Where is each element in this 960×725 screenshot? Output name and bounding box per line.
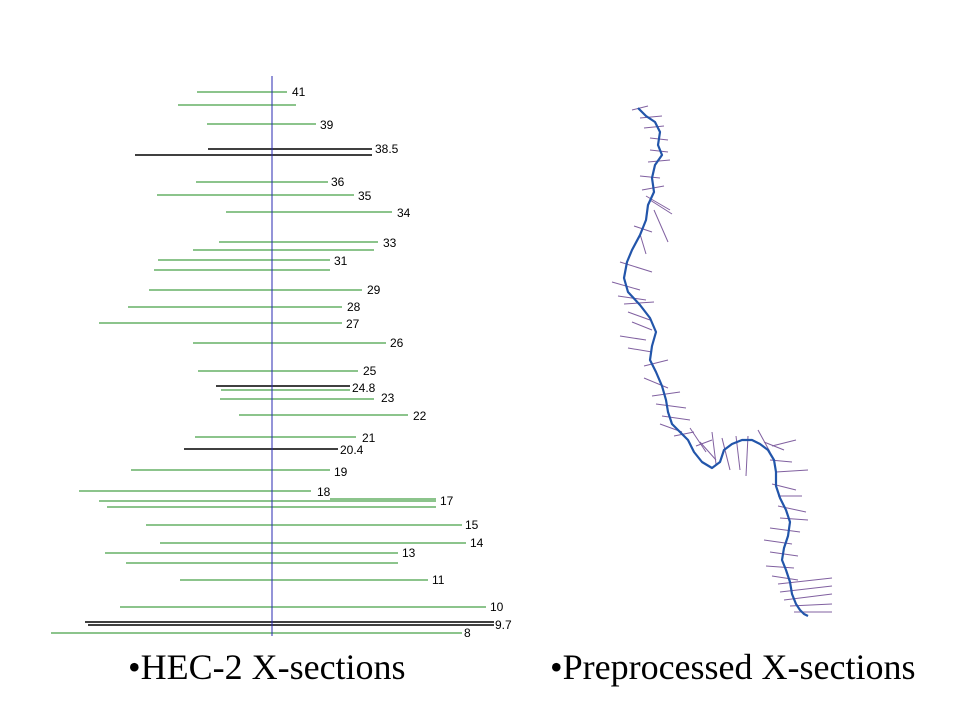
hec2-section-label: 24.8 <box>352 381 376 395</box>
hec2-section-label: 26 <box>390 336 404 350</box>
preprocessed-section-line <box>643 125 665 129</box>
preprocessed-section-line <box>651 391 681 397</box>
preprocessed-section-line <box>695 439 713 447</box>
hec2-section-label: 19 <box>334 465 348 479</box>
hec2-section-label: 41 <box>292 85 306 99</box>
hec2-section-label: 36 <box>331 175 345 189</box>
hec2-section-label: 20.4 <box>340 443 364 457</box>
hec2-section-label: 9.7 <box>495 618 512 632</box>
preprocessed-section-line <box>617 295 647 301</box>
hec2-cross-sections-panel: 41 39 38.5 36 35 34 33 31 29 28 27 26 25 24.8 23 22 2120… <box>51 76 512 640</box>
hec2-section-label: 29 <box>367 283 381 297</box>
preprocessed-cross-sections-panel <box>611 105 833 617</box>
hec2-section-label: 21 <box>362 431 376 445</box>
preprocessed-section-line <box>639 115 663 119</box>
river-centerline <box>622 107 809 617</box>
preprocessed-section-line <box>769 527 801 533</box>
preprocessed-section-lines <box>611 105 833 613</box>
preprocessed-caption: •Preprocessed X-sections <box>550 647 916 687</box>
preprocessed-section-line <box>777 577 833 585</box>
hec2-section-label: 22 <box>413 409 427 423</box>
preprocessed-section-line <box>777 505 807 513</box>
preprocessed-section-line <box>763 539 793 545</box>
hec2-section-label: 23 <box>381 391 395 405</box>
hec2-section-label: 17 <box>440 494 454 508</box>
hec2-section-label: 33 <box>383 236 397 250</box>
hec2-section-label: 14 <box>470 536 484 550</box>
hec2-section-label: 39 <box>320 118 334 132</box>
hec2-section-label: 28 <box>347 300 361 314</box>
hec2-section-label: 35 <box>358 189 372 203</box>
preprocessed-section-line <box>721 437 731 471</box>
preprocessed-section-line <box>649 149 669 153</box>
preprocessed-section-line <box>775 469 809 473</box>
hec2-section-label: 8 <box>464 626 471 640</box>
hec2-section-label: 13 <box>402 546 416 560</box>
hec2-section-labels: 41 39 38.5 36 35 34 33 31 29 28 27 26 25 24.8 23 22 2120… <box>292 85 512 640</box>
preprocessed-section-line <box>771 575 799 581</box>
preprocessed-section-line <box>757 429 771 453</box>
preprocessed-section-line <box>661 415 691 421</box>
preprocessed-section-line <box>745 435 749 477</box>
preprocessed-section-line <box>779 585 833 593</box>
hec2-section-label: 31 <box>334 254 348 268</box>
hec2-section-label: 38.5 <box>375 142 399 156</box>
preprocessed-section-line <box>655 403 687 409</box>
preprocessed-section-line <box>699 441 717 461</box>
preprocessed-section-line <box>631 321 653 331</box>
preprocessed-section-line <box>643 359 669 367</box>
hec2-section-label: 27 <box>346 317 360 331</box>
preprocessed-section-line <box>631 105 649 111</box>
hec2-section-label: 34 <box>397 206 411 220</box>
preprocessed-section-line <box>689 427 707 453</box>
preprocessed-section-line <box>673 431 695 437</box>
preprocessed-section-line <box>639 175 661 179</box>
preprocessed-section-line <box>619 335 647 341</box>
preprocessed-section-line <box>783 593 833 601</box>
preprocessed-section-line <box>649 199 673 215</box>
hec2-section-label: 25 <box>363 364 377 378</box>
preprocessed-section-line <box>771 439 797 447</box>
preprocessed-section-line <box>627 311 651 321</box>
preprocessed-section-line <box>619 261 653 273</box>
preprocessed-section-line <box>643 377 669 389</box>
hec2-section-label: 15 <box>465 518 479 532</box>
preprocessed-section-line <box>653 209 669 243</box>
hec2-section-label: 11 <box>432 573 445 587</box>
preprocessed-section-line <box>711 431 717 465</box>
hec2-section-label: 10 <box>490 600 504 614</box>
preprocessed-section-line <box>779 517 809 521</box>
preprocessed-section-line <box>627 347 653 353</box>
hec2-caption: •HEC-2 X-sections <box>128 647 406 687</box>
hec2-section-label: 18 <box>317 485 331 499</box>
preprocessed-section-line <box>765 565 795 569</box>
hec2-section-lines <box>51 91 494 634</box>
preprocessed-section-line <box>639 233 647 255</box>
